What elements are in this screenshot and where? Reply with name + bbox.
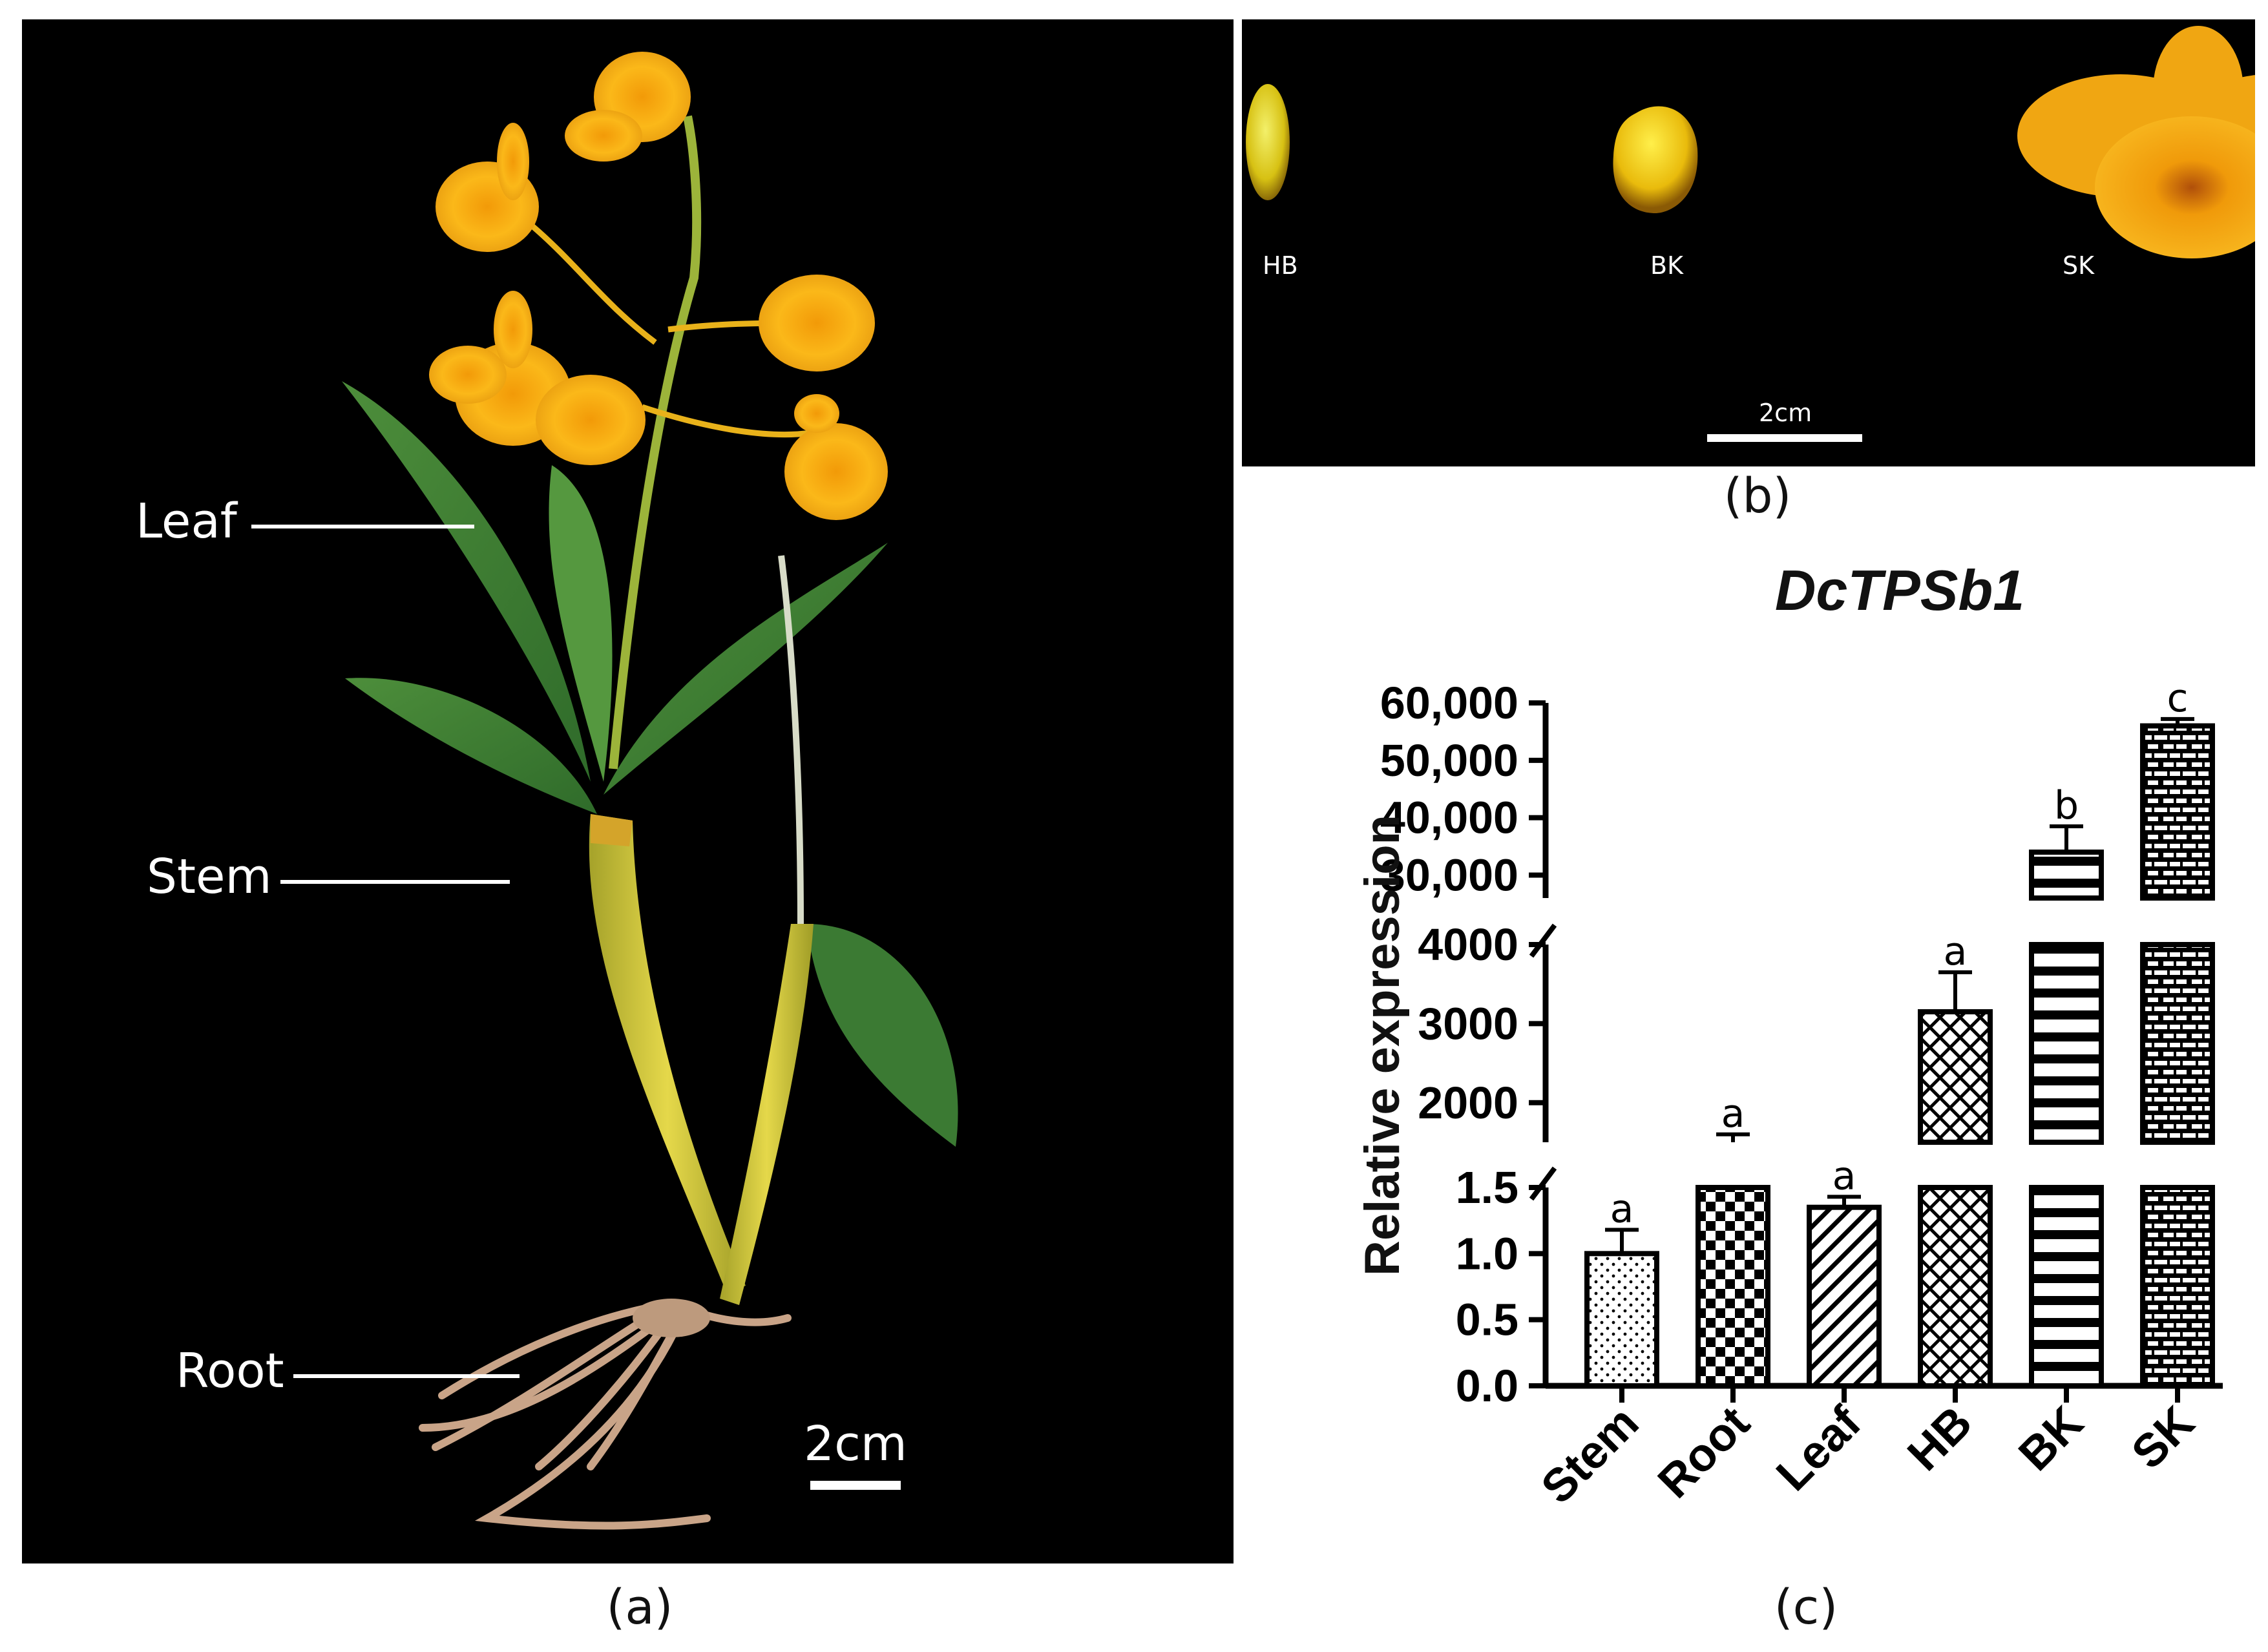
panel-a-caption: (a) [606,1580,673,1635]
stage-label-hb: HB [1263,251,1298,280]
bar-sk [2140,942,2215,1145]
significance-letter: c [2167,676,2189,721]
x-tick-label: SK [2122,1397,2204,1479]
y-tick-label: 2000 [1418,1078,1518,1128]
bar-bk [2029,849,2104,901]
orchid-plant-illustration [342,52,958,1530]
x-tick-label: HB [1898,1397,1982,1481]
stem-label: Stem [147,849,272,904]
stage-label-bk: BK [1650,251,1683,280]
significance-letter: a [1944,929,1968,974]
x-tick-label: Leaf [1767,1396,1871,1501]
bar-hb [1918,1009,1993,1145]
axis-break-mark [1529,923,1557,958]
y-tick-label: 0.5 [1456,1295,1518,1345]
leaf-label: Leaf [136,494,237,549]
significance-letter: a [1721,1091,1745,1136]
y-tick-label: 4000 [1418,919,1518,970]
significance-letter: b [2054,783,2079,828]
x-tick-label: BK [2009,1397,2093,1481]
root-label: Root [176,1343,284,1399]
y-tick-label: 1.5 [1456,1162,1518,1213]
root-leader-line [293,1374,520,1378]
leaf-leader-line [251,525,474,528]
plant-scale-label: 2cm [804,1416,907,1472]
y-tick-label: 3000 [1418,998,1518,1049]
bar-root [1696,1185,1770,1388]
plant-photo-panel: Leaf Stem Root 2cm [22,19,1234,1563]
bar-hb [1918,1185,1993,1388]
significance-letter: a [1610,1186,1634,1231]
bud-scale-label: 2cm [1759,399,1812,427]
chart-title: DcTPSb1 [1774,558,2025,622]
panel-b-caption: (b) [1723,468,1792,524]
bar-bk [2029,1185,2104,1388]
bar-stem [1584,1251,1659,1389]
stage-label-sk: SK [2063,251,2095,280]
x-tick-label: Root [1648,1397,1760,1509]
panel-c-caption: (c) [1774,1580,1838,1635]
stem-leader-line [280,880,510,884]
y-tick-label: 0.0 [1456,1361,1518,1411]
bud-scale-bar [1707,434,1862,442]
flower-stages-panel: HB BK SK 2cm [1242,19,2255,466]
bar-bk [2029,942,2104,1145]
plant-scale-bar [810,1481,901,1490]
significance-letter: a [1832,1153,1856,1198]
flower-stage-illustrations [1246,26,2255,258]
y-tick-label: 60,000 [1380,678,1518,728]
bar-sk [2140,723,2215,901]
bar-sk [2140,1185,2215,1388]
bar-leaf [1807,1204,1882,1388]
y-tick-label: 1.0 [1456,1228,1518,1279]
y-axis-label: Relative expression [1355,815,1410,1276]
x-tick-label: Stem [1531,1397,1648,1514]
axis-break-mark [1529,1166,1557,1201]
